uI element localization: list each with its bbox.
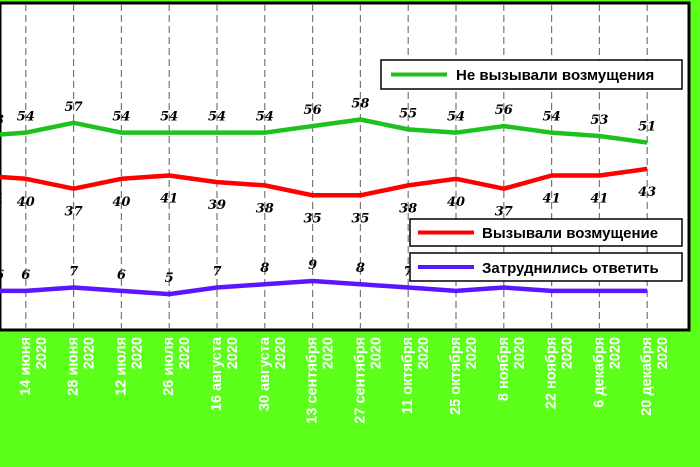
- legend-red-label: Вызывали возмущение: [482, 225, 658, 242]
- x-tick-date: 6 декабря: [591, 337, 607, 408]
- x-tick-date: 13 сентября: [305, 337, 321, 424]
- x-tick-label: 28 июня2020: [66, 337, 98, 396]
- x-tick-year: 2020: [225, 337, 241, 369]
- data-label: 1: [0, 192, 4, 207]
- x-tick-date: 26 июля: [161, 337, 177, 396]
- x-tick-year: 2020: [177, 337, 193, 369]
- data-label: 54: [208, 110, 226, 125]
- data-label: 38: [256, 201, 274, 216]
- x-tick-year: 2020: [82, 337, 98, 369]
- x-tick-year: 2020: [368, 337, 384, 369]
- data-label: 5: [165, 271, 174, 286]
- data-label: 8: [356, 261, 365, 276]
- x-tick-label: 20 декабря2020: [639, 337, 671, 416]
- x-tick-year: 2020: [129, 337, 145, 369]
- data-label: 43: [638, 185, 656, 200]
- data-label: 53: [590, 113, 608, 128]
- x-tick-year: 2020: [560, 337, 576, 369]
- x-tick-label: 14 июня2020: [18, 337, 50, 396]
- x-tick-year: 2020: [273, 337, 289, 369]
- x-tick-year: 2020: [607, 337, 623, 369]
- data-label: 7: [404, 265, 413, 280]
- x-tick-date: 30 августа: [257, 336, 273, 411]
- legend-green: Не вызывали возмущения: [380, 59, 683, 90]
- data-label: 7: [69, 265, 78, 280]
- x-tick-date: 25 октября: [448, 337, 464, 415]
- legend-green-label: Не вызывали возмущения: [456, 67, 654, 84]
- legend-purple: Затруднились ответить: [409, 252, 683, 282]
- data-label: 51: [638, 120, 656, 135]
- x-tick-date: 8 ноября: [496, 337, 512, 401]
- data-label: 41: [160, 192, 178, 207]
- x-tick-date: 27 сентября: [352, 337, 368, 424]
- x-tick-date: 11 октября: [400, 337, 416, 414]
- x-tick-label: 12 июля2020: [113, 337, 145, 396]
- x-axis-labels: 2020 14 июня2020 28 июня2020 12 июля2020 26 …: [0, 336, 671, 424]
- data-label: 7: [212, 265, 221, 280]
- x-tick-date: 16 августа: [209, 336, 225, 411]
- x-tick-label: 27 сентября2020: [352, 337, 384, 424]
- data-label: 35: [304, 211, 322, 226]
- data-label: 37: [65, 205, 83, 220]
- legend-red: Вызывали возмущение: [409, 218, 683, 247]
- data-label: 56: [304, 103, 322, 118]
- x-tick-label: 2020: [0, 337, 2, 369]
- data-label: 38: [399, 201, 417, 216]
- x-tick-label: 8 ноября2020: [496, 337, 528, 401]
- x-tick-label: 6 декабря2020: [591, 337, 623, 408]
- data-label: 55: [399, 106, 417, 121]
- data-label: 58: [351, 96, 369, 111]
- series-lines: [0, 117, 648, 297]
- x-tick-label: 16 августа2020: [209, 336, 241, 411]
- x-tick-label: 11 октября2020: [400, 337, 432, 414]
- data-label: 54: [256, 110, 274, 125]
- data-label: 41: [590, 192, 608, 207]
- x-tick-year: 2020: [512, 337, 528, 369]
- data-label: 9: [308, 258, 317, 273]
- x-tick-date: 14 июня: [18, 337, 34, 396]
- x-tick-year: 2020: [416, 337, 432, 369]
- data-label: 6: [0, 268, 4, 283]
- x-tick-label: 30 августа2020: [257, 336, 289, 411]
- x-tick-year: 2020: [321, 337, 337, 369]
- data-label: 54: [447, 110, 465, 125]
- data-label: 40: [112, 195, 130, 210]
- x-tick-year: 2020: [34, 337, 50, 369]
- data-label: 35: [351, 211, 369, 226]
- legend-purple-label: Затруднились ответить: [482, 260, 659, 277]
- data-label: 40: [17, 195, 35, 210]
- x-tick-date: 28 июня: [66, 337, 82, 396]
- data-label: 8: [260, 261, 269, 276]
- x-tick-label: 25 октября2020: [448, 337, 480, 415]
- data-label: 6: [21, 268, 30, 283]
- data-label: 6: [117, 268, 126, 283]
- x-tick-year: 2020: [0, 337, 2, 369]
- x-tick-date: 12 июля: [113, 337, 129, 396]
- data-label: 57: [65, 100, 83, 115]
- data-label: 41: [543, 192, 561, 207]
- data-label: 54: [17, 110, 35, 125]
- data-label: 40: [447, 195, 465, 210]
- x-tick-date: 20 декабря: [639, 337, 655, 416]
- x-tick-year: 2020: [655, 337, 671, 369]
- x-tick-label: 22 ноября2020: [544, 337, 576, 409]
- data-label: 54: [543, 110, 561, 125]
- legend-red-box: [409, 218, 683, 247]
- data-label: 54: [112, 110, 130, 125]
- x-tick-label: 26 июля2020: [161, 337, 193, 396]
- x-tick-label: 13 сентября2020: [305, 337, 337, 424]
- data-label: 39: [208, 198, 226, 213]
- data-label: 54: [160, 110, 178, 125]
- data-label: 3: [0, 113, 4, 128]
- data-label: 56: [495, 103, 513, 118]
- x-tick-year: 2020: [464, 337, 480, 369]
- data-label: 37: [495, 205, 513, 220]
- x-tick-date: 22 ноября: [544, 337, 560, 409]
